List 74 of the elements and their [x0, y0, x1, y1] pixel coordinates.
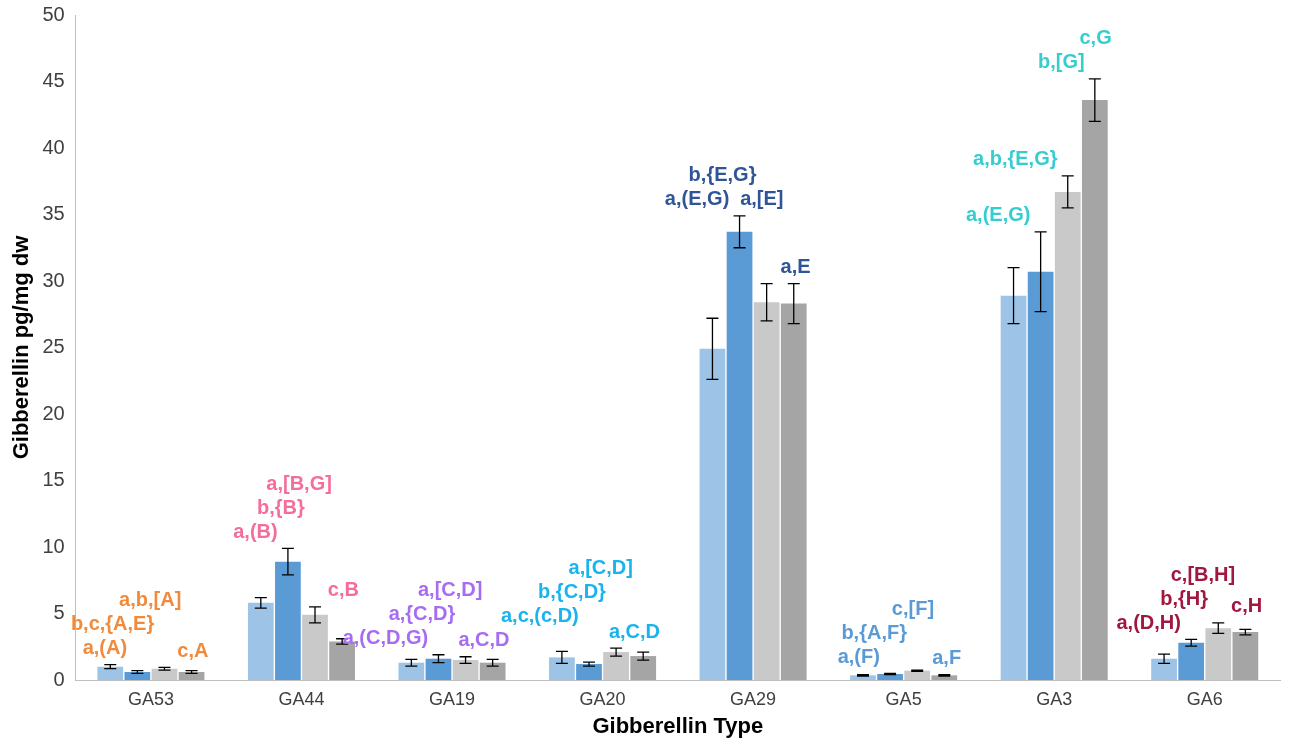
annotation: c,[F]	[891, 596, 935, 619]
annotation: a,(E,G)	[965, 203, 1031, 226]
y-tick-label: 40	[42, 135, 65, 158]
bar	[630, 656, 657, 680]
annotation: c,H	[1231, 594, 1263, 617]
annotation: a,[E]	[740, 187, 784, 210]
annotation: c,G	[1079, 26, 1112, 49]
x-tick-label: GA53	[127, 688, 174, 709]
bar	[877, 674, 903, 680]
bar	[726, 231, 753, 680]
bar	[576, 664, 602, 680]
y-tick-label: 5	[53, 601, 65, 624]
annotation: a,F	[932, 646, 962, 669]
annotation: a,C,D	[608, 619, 661, 642]
bar	[479, 662, 506, 680]
y-tick-label: 15	[42, 468, 65, 491]
bar	[398, 662, 425, 680]
y-tick-label: 30	[42, 268, 65, 291]
annotation: a,b,{E,G}	[973, 147, 1058, 170]
annotation: b,{E,G}	[688, 163, 757, 186]
annotation: a,(E,G)	[664, 187, 730, 210]
annotation: a,(C,D,G)	[342, 626, 429, 649]
bar	[425, 658, 452, 680]
y-tick-label: 25	[42, 335, 65, 358]
annotation: b,c,{A,E}	[70, 612, 155, 635]
x-axis-title: Gibberellin Type	[592, 712, 764, 738]
x-tick-label: GA3	[1036, 688, 1073, 709]
annotation: c,A	[177, 638, 209, 661]
bar	[97, 666, 124, 680]
x-tick-label: GA20	[579, 688, 626, 709]
bar	[1027, 271, 1054, 680]
y-tick-label: 20	[42, 401, 65, 424]
annotation: c,[B,H]	[1170, 562, 1236, 585]
y-tick-label: 0	[53, 667, 65, 690]
x-tick-label: GA6	[1186, 688, 1223, 709]
annotation: a,C,D	[458, 628, 510, 651]
y-tick-label: 45	[42, 69, 65, 92]
x-tick-label: GA19	[428, 688, 476, 709]
x-tick-label: GA29	[730, 688, 777, 709]
annotation: b,[G]	[1037, 50, 1085, 73]
annotation: c,B	[327, 578, 359, 601]
x-tick-label: GA44	[278, 688, 325, 709]
bar	[1232, 632, 1259, 680]
annotation: a,(B)	[233, 519, 278, 542]
bar	[247, 602, 274, 680]
bar	[275, 561, 301, 680]
bar	[1178, 642, 1205, 680]
y-tick-label: 10	[42, 534, 65, 557]
x-tick-label: GA5	[885, 688, 922, 709]
annotation: a,c,(c,D)	[500, 604, 579, 627]
y-tick-label: 50	[42, 2, 65, 25]
bar	[780, 303, 807, 680]
annotation: b,{A,F}	[841, 620, 908, 643]
annotation: a,[B,G]	[266, 471, 332, 494]
bar	[699, 348, 726, 680]
annotation: b,{C,D}	[538, 580, 607, 603]
bar	[1151, 658, 1177, 680]
bar	[178, 672, 205, 680]
annotation: b,{H}	[1160, 586, 1209, 609]
annotation: a,(D,H)	[1116, 610, 1181, 633]
y-axis-title: Gibberellin pg/mg dw	[8, 234, 34, 460]
bar	[549, 657, 575, 680]
annotation: b,{B}	[256, 495, 305, 518]
bar	[1081, 100, 1108, 680]
bar	[1000, 295, 1027, 680]
annotation: a,E	[780, 255, 811, 278]
bar	[124, 672, 151, 680]
annotation: a,(F)	[837, 644, 880, 667]
annotation: a,b,[A]	[119, 588, 182, 611]
y-tick-label: 35	[42, 202, 65, 225]
annotation: a,[C,D]	[568, 556, 633, 579]
annotation: a,(A)	[82, 636, 128, 659]
annotation: a,{C,D}	[388, 602, 456, 625]
annotation: a,[C,D]	[417, 578, 483, 601]
